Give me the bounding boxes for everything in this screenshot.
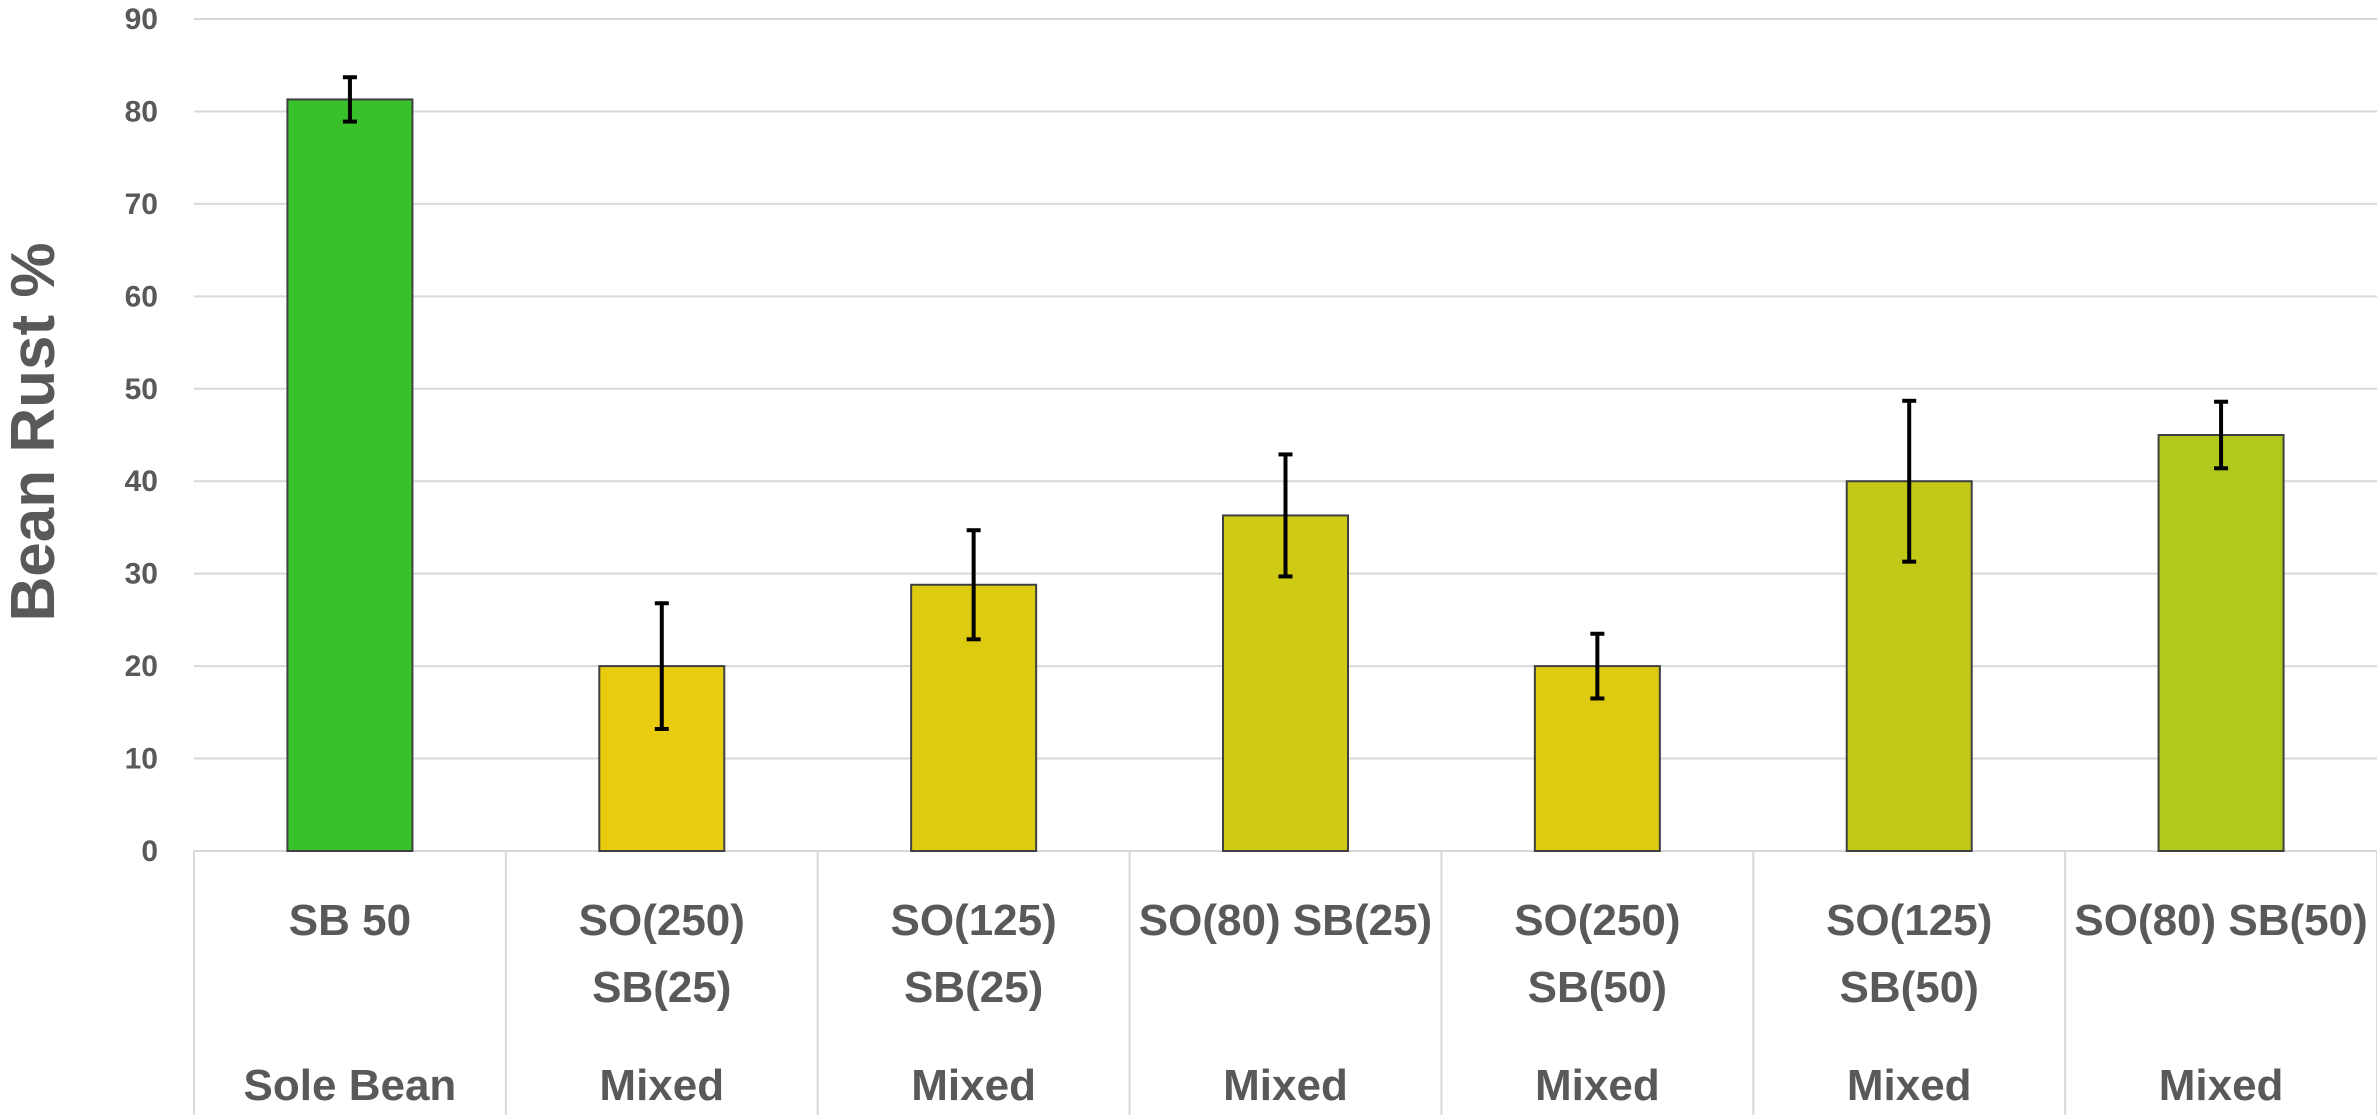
y-tick-label: 40	[125, 465, 158, 498]
x-group-label: Mixed	[911, 1061, 1036, 1110]
y-tick-label: 80	[125, 95, 158, 128]
x-category-label: SO(250)	[1514, 896, 1680, 945]
error-bar	[342, 75, 357, 124]
y-tick-label: 90	[125, 3, 158, 36]
error-bar	[1902, 398, 1917, 564]
y-tick-label: 10	[125, 743, 158, 776]
x-group-label: Mixed	[599, 1061, 724, 1110]
x-group-label: Sole Bean	[244, 1061, 457, 1110]
y-tick-label: 0	[141, 835, 158, 868]
x-group-label: Mixed	[2159, 1061, 2284, 1110]
x-category-label: SB(50)	[1840, 963, 1979, 1012]
x-category-label: SO(80) SB(25)	[1139, 896, 1432, 945]
x-group-label: Mixed	[1535, 1061, 1660, 1110]
error-bar	[1278, 452, 1293, 579]
y-tick-label: 60	[125, 280, 158, 313]
y-tick-label: 20	[125, 650, 158, 683]
x-group-label: Mixed	[1847, 1061, 1972, 1110]
y-tick-label: 70	[125, 188, 158, 221]
error-bars	[342, 75, 2229, 731]
x-category-label: SB 50	[289, 896, 411, 945]
x-category-label: SB(25)	[592, 963, 731, 1012]
x-category-label: SB(50)	[1528, 963, 1667, 1012]
bar	[2157, 434, 2285, 852]
error-bar	[2214, 399, 2229, 471]
bar	[286, 98, 414, 852]
y-tick-label: 50	[125, 373, 158, 406]
y-tick-label: 30	[125, 558, 158, 591]
x-axis-categories: SB 50 Sole Bean SO(250) SB(25) Mixed SO(125) S…	[244, 896, 2368, 1110]
x-group-label: Mixed	[1223, 1061, 1348, 1110]
x-category-label: SO(125)	[1826, 896, 1992, 945]
error-bar	[1590, 631, 1605, 701]
x-category-label: SO(250)	[579, 896, 745, 945]
bars	[286, 98, 2285, 853]
y-axis-ticks: 0 10 20 30 40 50 60 70 80 90	[125, 3, 158, 868]
x-category-label: SB(25)	[904, 963, 1043, 1012]
x-category-label: SO(125)	[890, 896, 1056, 945]
y-axis-title: Bean Rust %	[0, 243, 68, 622]
error-bar	[966, 528, 981, 642]
error-bar	[654, 601, 669, 731]
x-category-label: SO(80) SB(50)	[2074, 896, 2367, 945]
